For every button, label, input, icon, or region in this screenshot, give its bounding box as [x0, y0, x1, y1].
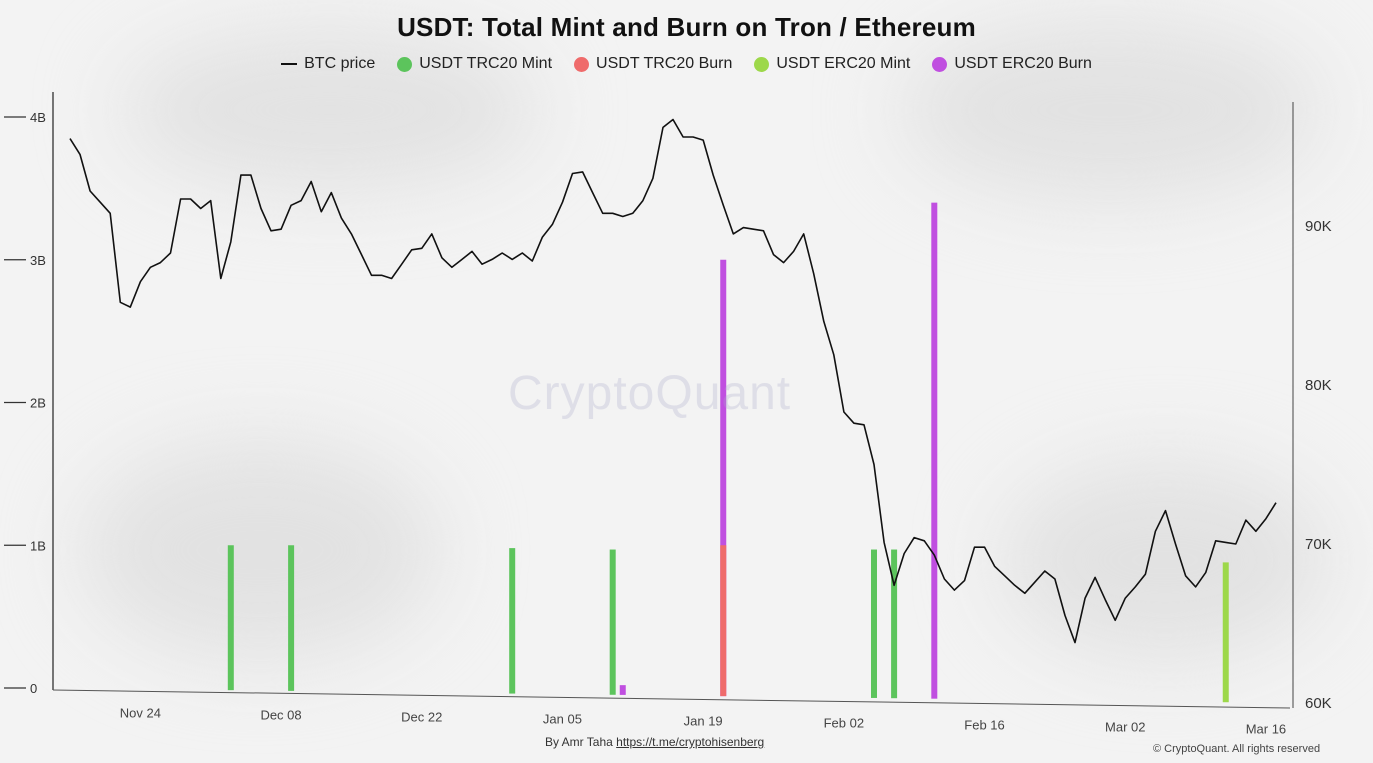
- y-right-tick-label: 80K: [1305, 377, 1332, 394]
- legend-label: USDT ERC20 Burn: [954, 55, 1092, 72]
- x-tick-label: Dec 08: [260, 707, 301, 722]
- bar: [720, 545, 727, 697]
- y-right-tick-label: 90K: [1305, 218, 1332, 235]
- legend-dot-icon: [574, 56, 590, 72]
- x-axis-line: [52, 689, 1291, 709]
- bar: [1222, 562, 1229, 703]
- byline: By Amr Taha https://t.me/cryptohisenberg: [545, 735, 764, 749]
- legend-label: USDT TRC20 Burn: [596, 55, 733, 72]
- x-tick-label: Nov 24: [120, 705, 161, 720]
- byline-link[interactable]: https://t.me/cryptohisenberg: [616, 735, 765, 749]
- legend: BTC price USDT TRC20 Mint USDT TRC20 Bur…: [0, 55, 1373, 73]
- y-left-tick-label: 3B: [30, 253, 46, 268]
- bar: [871, 549, 877, 698]
- x-tick-label: Dec 22: [401, 709, 442, 724]
- bar: [509, 548, 516, 694]
- bar: [227, 545, 234, 691]
- bar: [619, 685, 626, 695]
- legend-label: USDT ERC20 Mint: [776, 55, 911, 72]
- byline-author: By Amr Taha: [545, 735, 613, 749]
- legend-label: BTC price: [304, 55, 376, 72]
- watermark: CryptoQuant: [508, 367, 792, 420]
- legend-dot-icon: [754, 56, 770, 72]
- bar: [891, 549, 898, 699]
- x-tick-label: Jan 05: [543, 711, 582, 726]
- y-left-tick-label: 4B: [30, 110, 46, 125]
- bar: [720, 259, 727, 697]
- legend-line-icon: [281, 63, 298, 65]
- legend-item-btc-price[interactable]: BTC price: [281, 55, 375, 73]
- legend-item-trc20-burn[interactable]: USDT TRC20 Burn: [574, 55, 732, 73]
- y-left-tick-label: 1B: [30, 538, 46, 553]
- y-left-tick-label: 2B: [30, 396, 46, 411]
- x-tick-label: Feb 16: [964, 718, 1004, 733]
- legend-dot-icon: [932, 56, 948, 72]
- x-tick-label: Feb 02: [824, 716, 864, 731]
- y-right-tick-label: 60K: [1305, 695, 1332, 712]
- x-tick-label: Jan 19: [684, 713, 723, 728]
- x-tick-label: Mar 02: [1105, 720, 1145, 735]
- bar: [609, 549, 616, 695]
- legend-dot-icon: [397, 56, 413, 72]
- bar: [931, 202, 938, 699]
- legend-item-erc20-burn[interactable]: USDT ERC20 Burn: [932, 55, 1092, 73]
- chart-title: USDT: Total Mint and Burn on Tron / Ethe…: [397, 12, 976, 42]
- legend-item-trc20-mint[interactable]: USDT TRC20 Mint: [397, 55, 552, 73]
- btc-price-line: [69, 118, 1277, 644]
- x-tick-label: Mar 16: [1246, 722, 1286, 737]
- y-right-tick-label: 70K: [1305, 536, 1332, 553]
- legend-item-erc20-mint[interactable]: USDT ERC20 Mint: [754, 55, 910, 73]
- bar: [288, 545, 295, 691]
- legend-label: USDT TRC20 Mint: [419, 55, 553, 72]
- copyright: © CryptoQuant. All rights reserved: [1153, 743, 1321, 755]
- y-left-tick-label: 0: [30, 681, 37, 696]
